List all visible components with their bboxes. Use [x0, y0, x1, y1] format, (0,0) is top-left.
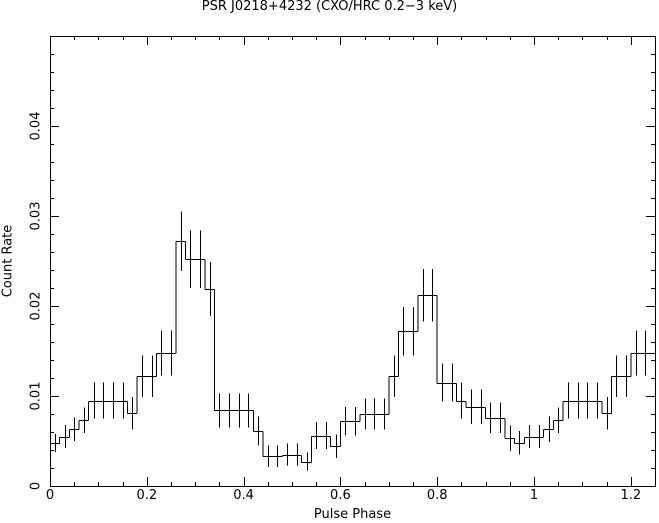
y-axis-label: Count Rate [0, 224, 16, 298]
chart-title: PSR J0218+4232 (CXO/HRC 0.2−3 keV) [201, 0, 458, 14]
y-tick-label: 0.03 [28, 201, 44, 231]
x-tick-label: 1 [529, 488, 539, 503]
x-tick-label: 1.2 [620, 488, 642, 503]
x-tick-label: 0.6 [330, 488, 351, 503]
y-tick-label: 0 [28, 481, 44, 491]
x-tick-label: 0.8 [426, 488, 448, 503]
plot-frame [50, 36, 656, 487]
x-tick-label: 0.2 [136, 488, 158, 503]
x-axis-label: Pulse Phase [313, 507, 392, 522]
y-tick-label: 0.04 [28, 111, 44, 141]
x-tick-label: 0.4 [233, 488, 254, 503]
x-tick-label: 0 [45, 488, 55, 503]
y-tick-label: 0.01 [28, 381, 44, 411]
y-tick-label: 0.02 [28, 291, 44, 321]
